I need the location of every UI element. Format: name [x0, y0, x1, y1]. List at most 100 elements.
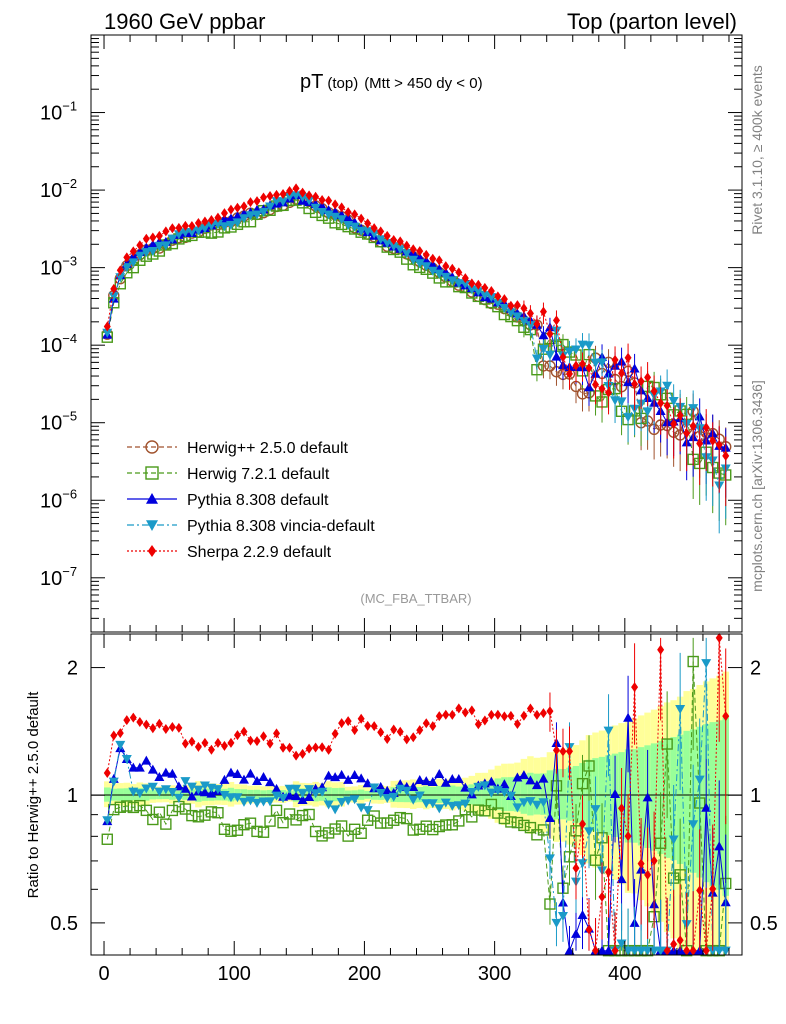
data-point: [361, 814, 374, 826]
data-point: [121, 754, 132, 764]
data-point: [447, 774, 458, 784]
data-point: [325, 744, 333, 755]
data-point: [434, 804, 445, 814]
data-point: [390, 724, 398, 735]
data-point: [473, 287, 484, 297]
data-point: [147, 764, 158, 774]
data-point: [388, 242, 399, 252]
data-point: [270, 804, 283, 817]
data-point: [644, 869, 652, 880]
data-point: [434, 269, 445, 279]
data-point: [481, 715, 489, 726]
data-point: [260, 192, 268, 203]
data-point: [123, 715, 131, 726]
data-point: [383, 734, 391, 745]
uncertainty-band-green: [540, 773, 547, 815]
data-point: [603, 945, 614, 955]
data-point: [533, 318, 541, 329]
data-point: [232, 211, 243, 221]
data-point: [219, 774, 230, 784]
data-point: [246, 735, 254, 746]
data-point: [147, 545, 157, 557]
data-point: [564, 347, 575, 357]
data-point: [277, 816, 289, 829]
uncertainty-band-green: [566, 767, 573, 821]
data-point: [461, 707, 469, 718]
data-point: [123, 252, 131, 263]
data-point: [409, 732, 417, 743]
data-point: [147, 247, 158, 257]
data-point: [265, 202, 276, 212]
data-point: [232, 793, 243, 803]
data-point: [394, 811, 406, 824]
data-point: [650, 855, 658, 866]
data-point: [160, 785, 171, 795]
data-point: [674, 869, 686, 881]
data-point: [487, 709, 495, 720]
data-point: [460, 279, 471, 289]
ratio-y-tick-label-left: 2: [67, 658, 78, 680]
data-point: [429, 721, 437, 732]
data-point: [559, 746, 567, 757]
data-point: [655, 946, 666, 956]
data-point: [305, 190, 313, 201]
data-point: [264, 815, 276, 827]
data-point: [598, 383, 606, 394]
data-point: [479, 781, 490, 791]
data-point: [273, 728, 281, 739]
series-line: [106, 199, 726, 476]
data-point: [271, 783, 282, 793]
data-point: [552, 745, 560, 756]
data-point: [597, 358, 608, 368]
data-point: [702, 945, 710, 956]
uncertainty-band-green: [631, 749, 638, 843]
data-point: [128, 258, 139, 268]
data-point: [325, 195, 333, 206]
data-point: [531, 800, 542, 810]
data-point: [356, 773, 367, 783]
data-point: [343, 796, 354, 806]
data-point: [266, 738, 274, 749]
data-point: [590, 805, 601, 815]
main-axis-ticks: 10−1 10−2 10−3 10−4 10−5 10−6 10−7: [40, 35, 742, 633]
data-point: [179, 803, 192, 815]
data-point: [518, 316, 529, 326]
data-point: [435, 255, 443, 266]
data-point: [160, 241, 171, 251]
data-point: [637, 376, 645, 387]
data-point: [447, 801, 458, 811]
data-point: [362, 227, 373, 237]
data-point: [701, 802, 712, 812]
data-point: [181, 738, 189, 749]
data-point: [128, 762, 139, 772]
data-point: [409, 244, 417, 255]
data-point: [427, 776, 438, 786]
data-point: [329, 823, 341, 835]
data-point: [253, 196, 261, 207]
legend-label: Herwig 7.2.1 default: [187, 466, 330, 483]
data-point: [429, 253, 437, 264]
data-point: [199, 781, 210, 791]
data-point: [597, 945, 608, 955]
data-point: [252, 775, 263, 785]
data-point: [299, 748, 307, 759]
data-point: [186, 782, 197, 792]
data-point: [577, 859, 588, 869]
x-tick-label: 200: [348, 963, 381, 985]
data-point: [291, 791, 302, 801]
data-point: [512, 772, 523, 782]
data-point: [550, 780, 563, 792]
data-point: [207, 744, 215, 755]
data-point: [245, 796, 256, 806]
data-point: [245, 211, 256, 221]
data-point: [194, 218, 202, 229]
data-point: [180, 783, 191, 793]
data-point: [414, 775, 425, 785]
data-point: [422, 718, 430, 729]
data-point: [416, 725, 424, 736]
data-point: [624, 831, 632, 842]
data-point: [531, 780, 542, 790]
data-point: [192, 811, 205, 823]
data-point: [338, 718, 346, 729]
